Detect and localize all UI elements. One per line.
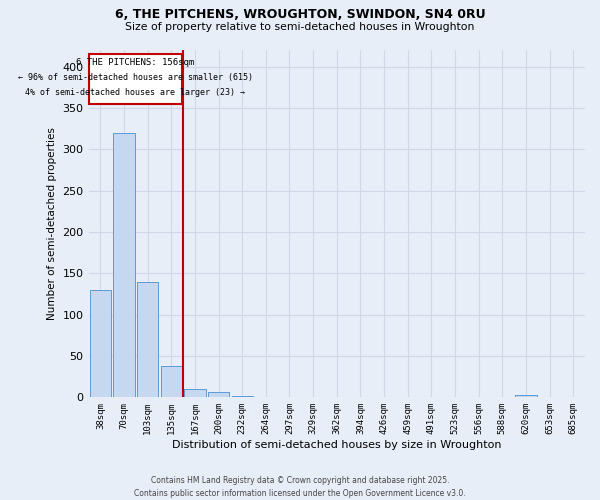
Bar: [161, 366, 182, 398]
Text: Contains HM Land Registry data © Crown copyright and database right 2025.
Contai: Contains HM Land Registry data © Crown c…: [134, 476, 466, 498]
Text: 6, THE PITCHENS, WROUGHTON, SWINDON, SN4 0RU: 6, THE PITCHENS, WROUGHTON, SWINDON, SN4…: [115, 8, 485, 20]
Bar: [515, 395, 536, 398]
Bar: [113, 132, 134, 398]
Bar: [137, 282, 158, 398]
X-axis label: Distribution of semi-detached houses by size in Wroughton: Distribution of semi-detached houses by …: [172, 440, 502, 450]
Text: Size of property relative to semi-detached houses in Wroughton: Size of property relative to semi-detach…: [125, 22, 475, 32]
Bar: [184, 389, 206, 398]
Bar: [90, 290, 111, 398]
Bar: [232, 396, 253, 398]
Text: 6 THE PITCHENS: 156sqm: 6 THE PITCHENS: 156sqm: [76, 58, 194, 68]
Bar: [208, 392, 229, 398]
Text: ← 96% of semi-detached houses are smaller (615): ← 96% of semi-detached houses are smalle…: [18, 73, 253, 82]
Text: 4% of semi-detached houses are larger (23) →: 4% of semi-detached houses are larger (2…: [25, 88, 245, 97]
FancyBboxPatch shape: [89, 54, 182, 104]
Y-axis label: Number of semi-detached properties: Number of semi-detached properties: [47, 127, 57, 320]
